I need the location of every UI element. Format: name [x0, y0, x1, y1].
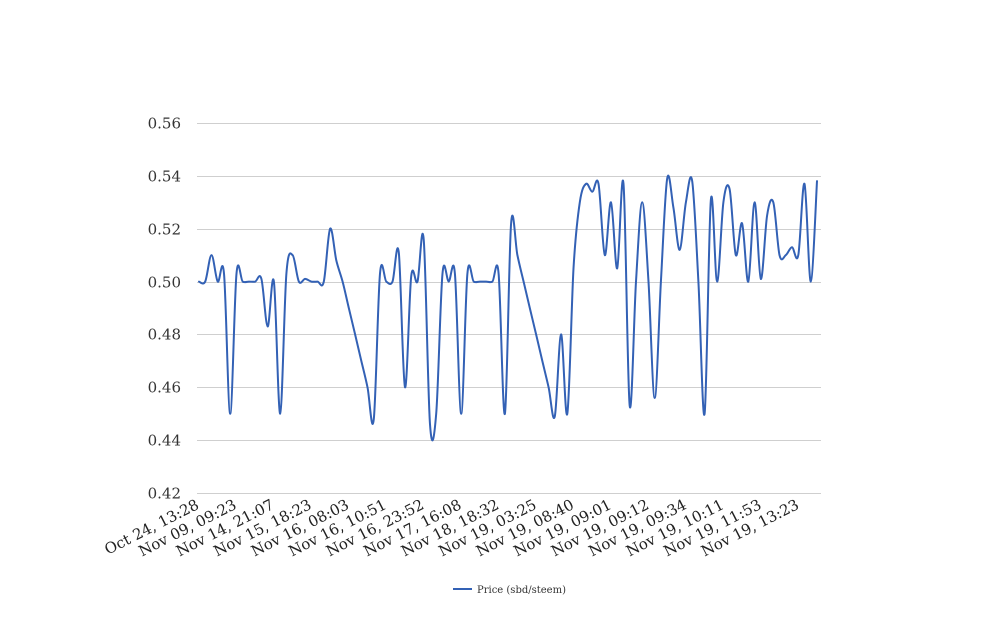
y-tick-label: 0.56 — [148, 115, 181, 133]
y-tick-label: 0.52 — [148, 221, 181, 239]
series-line — [198, 174, 818, 442]
legend-label: Price (sbd/steem) — [477, 585, 566, 596]
y-tick-label: 0.48 — [148, 326, 181, 344]
y-axis-ticks: 0.56 0.54 0.52 0.50 0.48 0.46 0.44 0.42 — [148, 115, 181, 503]
y-tick-label: 0.42 — [148, 485, 181, 503]
y-tick-label: 0.54 — [148, 168, 181, 186]
y-tick-label: 0.46 — [148, 379, 181, 397]
y-tick-label: 0.50 — [148, 274, 181, 292]
series-layer — [198, 174, 818, 442]
y-tick-label: 0.44 — [148, 432, 181, 450]
legend: Price (sbd/steem) — [453, 585, 566, 596]
